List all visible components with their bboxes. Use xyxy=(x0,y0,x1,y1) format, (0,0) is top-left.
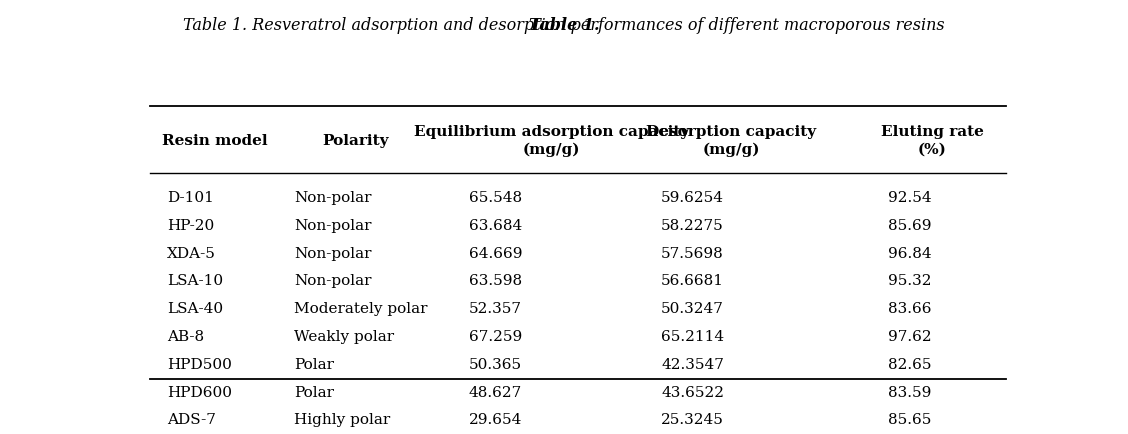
Text: LSA-10: LSA-10 xyxy=(167,274,223,288)
Text: Non-polar: Non-polar xyxy=(294,246,371,260)
Text: Polarity: Polarity xyxy=(321,134,388,148)
Text: Resin model: Resin model xyxy=(162,134,268,148)
Text: 82.65: 82.65 xyxy=(889,357,932,371)
Text: 65.548: 65.548 xyxy=(469,191,522,204)
Text: 59.6254: 59.6254 xyxy=(661,191,724,204)
Text: 29.654: 29.654 xyxy=(469,412,522,426)
Text: Equilibrium adsorption capacity
(mg/g): Equilibrium adsorption capacity (mg/g) xyxy=(414,125,689,157)
Text: Polar: Polar xyxy=(294,357,334,371)
Text: 96.84: 96.84 xyxy=(889,246,932,260)
Text: 57.5698: 57.5698 xyxy=(661,246,724,260)
Text: Polar: Polar xyxy=(294,385,334,398)
Text: 43.6522: 43.6522 xyxy=(661,385,724,398)
Text: 56.6681: 56.6681 xyxy=(661,274,724,288)
Text: Table 1.: Table 1. xyxy=(529,16,599,33)
Text: 64.669: 64.669 xyxy=(469,246,522,260)
Text: 50.365: 50.365 xyxy=(469,357,522,371)
Text: 48.627: 48.627 xyxy=(469,385,522,398)
Text: Non-polar: Non-polar xyxy=(294,274,371,288)
Text: LSA-40: LSA-40 xyxy=(167,301,223,316)
Text: 63.598: 63.598 xyxy=(469,274,522,288)
Text: 85.69: 85.69 xyxy=(889,218,932,232)
Text: 97.62: 97.62 xyxy=(889,329,932,343)
Text: HP-20: HP-20 xyxy=(167,218,214,232)
Text: 58.2275: 58.2275 xyxy=(661,218,724,232)
Text: Non-polar: Non-polar xyxy=(294,191,371,204)
Text: Desorption capacity
(mg/g): Desorption capacity (mg/g) xyxy=(646,125,817,157)
Text: Highly polar: Highly polar xyxy=(294,412,390,426)
Text: 25.3245: 25.3245 xyxy=(661,412,724,426)
Text: 92.54: 92.54 xyxy=(889,191,932,204)
Text: ADS-7: ADS-7 xyxy=(167,412,217,426)
Text: Table 1. Resveratrol adsorption and desorption performances of different macropo: Table 1. Resveratrol adsorption and deso… xyxy=(183,16,945,33)
Text: HPD500: HPD500 xyxy=(167,357,232,371)
Text: D-101: D-101 xyxy=(167,191,214,204)
Text: 95.32: 95.32 xyxy=(889,274,932,288)
Text: 42.3547: 42.3547 xyxy=(661,357,724,371)
Text: Weakly polar: Weakly polar xyxy=(294,329,394,343)
Text: AB-8: AB-8 xyxy=(167,329,204,343)
Text: 83.66: 83.66 xyxy=(889,301,932,316)
Text: 52.357: 52.357 xyxy=(469,301,522,316)
Text: 65.2114: 65.2114 xyxy=(661,329,724,343)
Text: 63.684: 63.684 xyxy=(469,218,522,232)
Text: 85.65: 85.65 xyxy=(889,412,932,426)
Text: Non-polar: Non-polar xyxy=(294,218,371,232)
Text: Moderately polar: Moderately polar xyxy=(294,301,428,316)
Text: XDA-5: XDA-5 xyxy=(167,246,217,260)
Text: HPD600: HPD600 xyxy=(167,385,232,398)
Text: Eluting rate
(%): Eluting rate (%) xyxy=(881,125,984,156)
Text: 50.3247: 50.3247 xyxy=(661,301,724,316)
Text: 83.59: 83.59 xyxy=(889,385,932,398)
Text: 67.259: 67.259 xyxy=(469,329,522,343)
